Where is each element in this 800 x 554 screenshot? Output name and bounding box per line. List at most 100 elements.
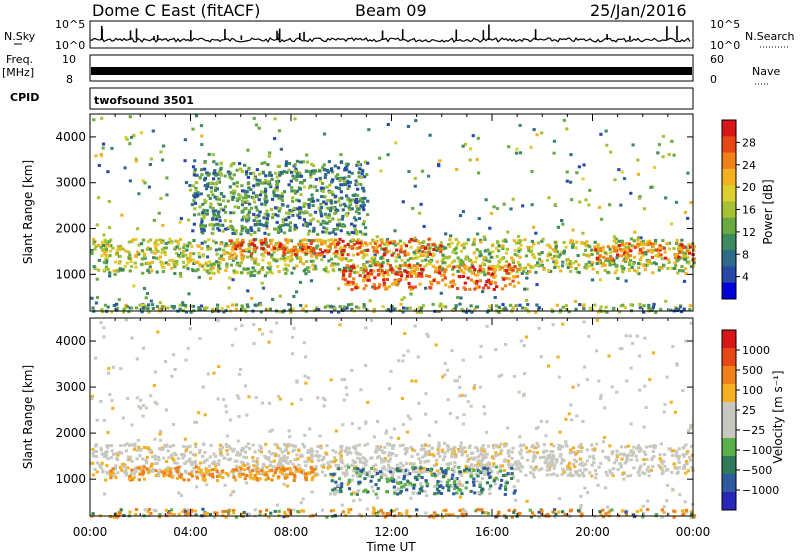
scatter-cell [432,248,436,252]
scatter-cell [423,265,427,269]
scatter-cell [336,310,341,314]
scatter-cell [201,254,205,258]
scatter-cell [330,190,334,194]
scatter-cell [536,444,540,448]
scatter-cell [677,255,681,259]
scatter-cell [244,248,249,252]
scatter-cell [331,239,335,243]
scatter-cell [311,204,315,208]
scatter-cell [196,191,200,195]
scatter-cell [439,291,443,295]
scatter-cell [208,276,213,280]
scatter-cell [482,449,487,453]
scatter-cell [489,255,493,259]
scatter-cell [144,406,148,410]
scatter-cell [409,292,413,296]
scatter-cell [310,454,314,458]
scatter-cell [99,245,103,249]
scatter-cell [477,285,481,289]
scatter-cell [613,178,617,182]
scatter-cell [519,469,523,473]
scatter-cell [332,472,336,476]
scatter-cell [258,472,263,476]
scatter-cell [91,473,96,477]
scatter-cell [579,450,584,454]
scatter-cell [311,263,315,267]
scatter-cell [638,466,642,470]
scatter-cell [121,268,125,272]
scatter-cell [308,450,312,454]
scatter-cell [648,242,652,246]
scatter-cell [214,186,218,190]
scatter-cell [638,306,642,310]
scatter-cell [226,305,230,309]
scatter-cell [323,168,327,172]
scatter-cell [375,469,379,473]
scatter-cell [439,491,444,495]
scatter-cell [127,257,132,261]
scatter-cell [366,278,370,282]
scatter-cell [209,186,214,190]
scatter-cell [254,205,258,209]
scatter-cell [388,457,392,461]
scatter-cell [106,267,110,271]
scatter-cell [135,357,139,361]
scatter-cell [675,257,679,261]
scatter-cell [346,231,350,235]
scatter-cell [261,332,265,336]
scatter-cell [187,478,191,482]
scatter-cell [207,172,211,176]
scatter-cell [409,237,413,241]
scatter-cell [239,232,243,236]
scatter-cell [245,303,249,307]
scatter-cell [201,454,205,458]
scatter-cell [394,453,398,457]
scatter-cell [194,485,199,489]
scatter-cell [175,470,180,474]
scatter-cell [153,241,157,245]
scatter-cell [218,448,222,452]
scatter-cell [352,265,356,269]
scatter-cell [669,308,673,312]
scatter-cell [672,247,676,251]
scatter-cell [583,462,587,466]
scatter-cell [302,243,307,247]
scatter-cell [310,254,314,258]
scatter-cell [618,247,622,251]
scatter-cell [670,266,674,270]
scatter-cell [486,461,491,465]
scatter-cell [468,444,472,448]
scatter-cell [566,265,570,269]
scatter-cell [366,161,370,165]
scatter-cell [375,456,380,460]
scatter-cell [643,268,647,272]
scatter-cell [319,222,323,226]
scatter-cell [348,272,352,276]
scatter-cell [191,269,195,273]
scatter-cell [266,266,270,270]
scatter-cell [487,252,491,256]
scatter-cell [595,442,599,446]
scatter-cell [229,211,233,215]
scatter-cell [272,250,276,254]
scatter-cell [504,308,508,312]
scatter-cell [273,471,277,475]
scatter-cell [611,307,616,311]
scatter-cell [587,455,592,459]
scatter-cell [263,181,267,185]
scatter-cell [276,214,280,218]
scatter-cell [217,365,221,369]
scatter-cell [686,450,690,454]
scatter-cell [309,175,313,179]
scatter-cell [296,174,301,178]
scatter-cell [358,167,362,171]
scatter-cell [270,253,274,257]
scatter-cell [353,466,357,470]
scatter-cell [232,189,236,193]
scatter-cell [569,265,573,269]
scatter-cell [312,185,316,189]
scatter-cell [624,246,628,250]
scatter-cell [639,247,643,251]
scatter-cell [658,248,662,252]
scatter-cell [622,477,626,481]
